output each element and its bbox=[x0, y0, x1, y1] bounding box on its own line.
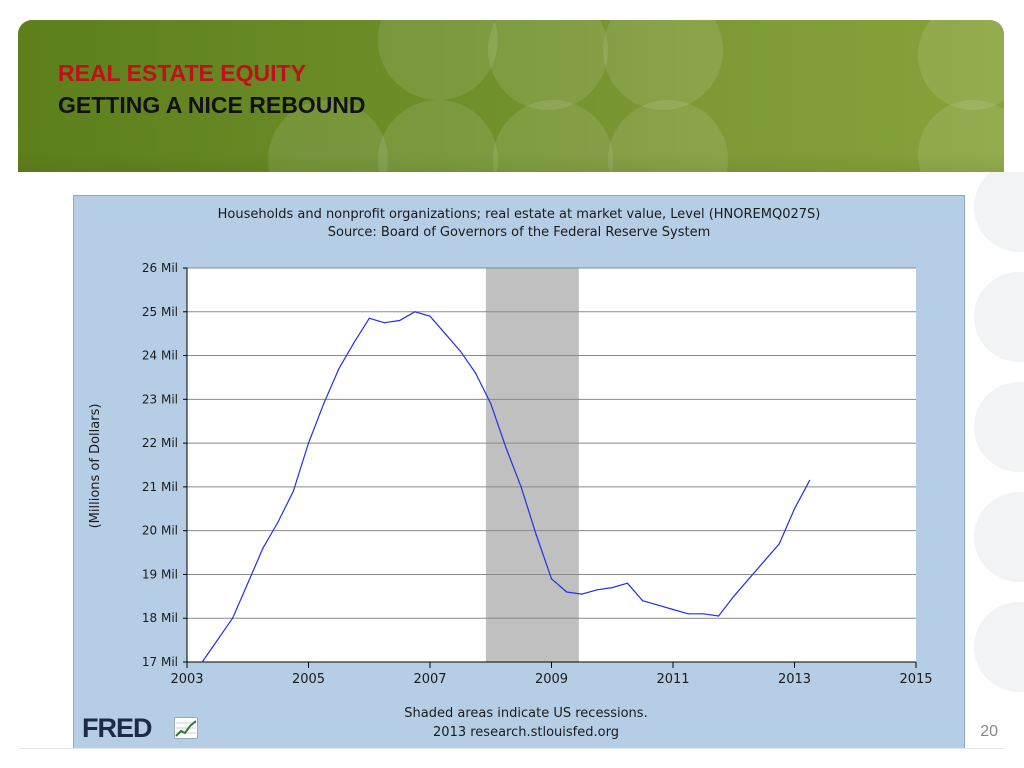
page-number: 20 bbox=[980, 723, 998, 740]
y-tick-label: 25 Mil bbox=[142, 305, 178, 319]
data-point bbox=[763, 560, 765, 562]
fred-logo-text: FRED bbox=[82, 713, 152, 743]
decor-wave bbox=[974, 382, 1024, 472]
decor-wave bbox=[974, 172, 1024, 252]
data-point bbox=[307, 442, 310, 444]
data-point bbox=[490, 403, 492, 405]
data-point bbox=[474, 372, 477, 374]
data-point bbox=[566, 591, 568, 593]
right-decoration bbox=[964, 172, 1024, 732]
x-tick-label: 2007 bbox=[413, 672, 446, 687]
data-point bbox=[444, 333, 446, 335]
data-point bbox=[535, 534, 537, 536]
chart-title: Households and nonprofit organizations; … bbox=[218, 207, 821, 222]
data-point bbox=[292, 490, 294, 492]
data-point bbox=[216, 639, 218, 641]
data-point bbox=[809, 479, 811, 481]
data-point bbox=[323, 403, 325, 405]
y-tick-label: 17 Mil bbox=[142, 655, 178, 669]
y-tick-label: 22 Mil bbox=[142, 436, 178, 450]
data-point bbox=[611, 586, 613, 589]
chart-footnote-2: 2013 research.stlouisfed.org bbox=[433, 725, 619, 740]
y-tick-label: 26 Mil bbox=[142, 261, 178, 275]
recession-band bbox=[485, 268, 579, 662]
data-point bbox=[383, 322, 386, 324]
data-point bbox=[459, 350, 461, 352]
chart-footnote-1: Shaded areas indicate US recessions. bbox=[404, 706, 647, 721]
data-point bbox=[262, 547, 264, 549]
data-point bbox=[414, 311, 416, 313]
slide-header bbox=[18, 20, 1004, 172]
fred-chart: Households and nonprofit organizations; … bbox=[88, 207, 933, 740]
y-tick-label: 23 Mil bbox=[142, 392, 178, 406]
y-tick-label: 19 Mil bbox=[142, 567, 178, 581]
data-point bbox=[368, 317, 370, 319]
fred-logo: FRED bbox=[82, 713, 202, 743]
data-point bbox=[550, 578, 553, 580]
header-bubble bbox=[488, 20, 608, 110]
data-point bbox=[277, 521, 279, 523]
data-point bbox=[672, 608, 674, 611]
y-tick-label: 21 Mil bbox=[142, 480, 178, 494]
chart-line-icon bbox=[174, 717, 198, 739]
data-point bbox=[778, 543, 780, 545]
data-point bbox=[399, 319, 401, 322]
data-point bbox=[702, 613, 704, 615]
chart-frame: Households and nonprofit organizations; … bbox=[73, 195, 965, 749]
chart-subtitle: Source: Board of Governors of the Federa… bbox=[328, 225, 711, 240]
x-tick-label: 2003 bbox=[170, 672, 203, 687]
y-tick-label: 24 Mil bbox=[142, 349, 178, 363]
decor-wave bbox=[974, 492, 1024, 582]
x-tick-label: 2013 bbox=[778, 672, 811, 687]
y-tick-label: 20 Mil bbox=[142, 524, 178, 538]
header-shade bbox=[18, 152, 1004, 172]
decor-wave bbox=[974, 272, 1024, 362]
data-point bbox=[247, 582, 249, 584]
data-point bbox=[642, 600, 644, 602]
data-point bbox=[429, 315, 431, 317]
data-point bbox=[687, 613, 689, 615]
data-point bbox=[338, 368, 340, 370]
header-bubble bbox=[918, 20, 1004, 110]
data-point bbox=[201, 661, 203, 663]
data-point bbox=[505, 446, 507, 449]
slide-title-line1: REAL ESTATE EQUITY bbox=[58, 60, 306, 86]
x-tick-label: 2015 bbox=[899, 672, 932, 687]
header-bubble bbox=[378, 20, 498, 100]
data-point bbox=[657, 604, 659, 606]
data-point bbox=[626, 582, 629, 584]
data-point bbox=[793, 508, 796, 510]
header-bubble bbox=[603, 20, 723, 110]
x-tick-label: 2011 bbox=[656, 672, 689, 687]
data-point bbox=[733, 595, 735, 597]
data-point bbox=[353, 341, 355, 344]
plot-layer: 17 Mil 18 Mil 19 Mil 20 Mil 21 Mil 22 Mil 23 M… bbox=[142, 261, 933, 687]
data-point bbox=[748, 578, 750, 580]
slide-footer-line bbox=[18, 748, 1004, 749]
y-tick-label: 18 Mil bbox=[142, 611, 178, 625]
slide-title-line2: GETTING A NICE REBOUND bbox=[58, 92, 366, 118]
decor-wave bbox=[974, 602, 1024, 692]
x-tick-label: 2009 bbox=[535, 672, 568, 687]
y-axis-label: (Millions of Dollars) bbox=[88, 404, 103, 529]
data-point bbox=[717, 615, 720, 617]
x-tick-label: 2005 bbox=[292, 672, 325, 687]
data-point bbox=[520, 486, 522, 488]
data-point bbox=[231, 617, 234, 619]
data-point bbox=[596, 589, 598, 591]
data-point bbox=[581, 593, 583, 595]
